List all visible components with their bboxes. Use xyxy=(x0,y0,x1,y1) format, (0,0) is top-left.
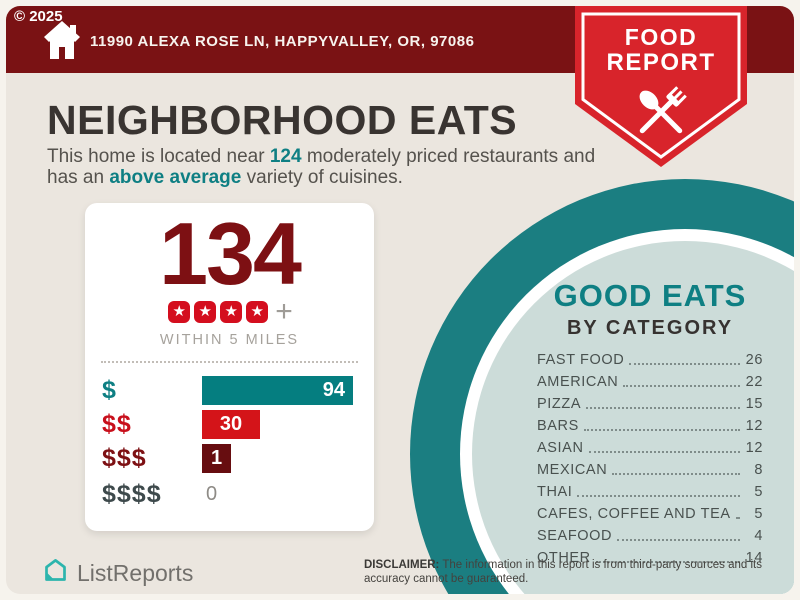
price-value: 30 xyxy=(219,413,243,435)
page-title: NEIGHBORHOOD EATS xyxy=(47,97,518,143)
price-row-4: $$$$ 0 xyxy=(102,480,374,509)
infographic-canvas: © 2025 11990 ALEXA ROSE LN, HAPPYVALLEY,… xyxy=(6,6,794,594)
intro-paragraph: This home is located near 124 moderately… xyxy=(47,146,603,188)
category-label: AMERICAN xyxy=(537,374,619,390)
category-row: SEAFOOD 4 xyxy=(537,528,763,544)
star-icon: ★ xyxy=(194,301,217,323)
good-eats-subtitle: BY CATEGORY xyxy=(566,317,734,339)
dot-leader xyxy=(629,363,740,365)
star-tiles: ★ ★ ★ ★ xyxy=(166,301,270,323)
brand-name: ListReports xyxy=(77,559,194,586)
price-row-1: $ 94 xyxy=(102,376,374,405)
price-label: $ xyxy=(102,376,117,404)
star-icon: ★ xyxy=(246,301,269,323)
category-label: OTHER xyxy=(537,550,591,566)
category-label: SEAFOOD xyxy=(537,528,613,544)
category-row: THAI 5 xyxy=(537,484,763,500)
category-row: BARS 12 xyxy=(537,418,763,434)
dot-leader xyxy=(735,517,740,519)
star-icon: ★ xyxy=(220,301,243,323)
dot-leader xyxy=(586,407,740,409)
intro-mid: moderately priced restaurants and has an xyxy=(47,146,596,188)
listreports-brand: ListReports xyxy=(42,557,193,589)
category-label: THAI xyxy=(537,484,573,500)
category-value: 26 xyxy=(745,352,763,368)
dot-leader xyxy=(583,429,740,431)
dot-leader xyxy=(612,473,740,475)
intro-post: variety of cuisines. xyxy=(241,167,403,188)
dot-leader xyxy=(595,561,740,563)
intro-pre: This home is located near xyxy=(47,146,270,167)
category-label: PIZZA xyxy=(537,396,582,412)
category-label: CAFES, COFFEE AND TEA xyxy=(537,506,731,522)
intro-count: 124 xyxy=(269,146,302,167)
category-label: BARS xyxy=(537,418,579,434)
dotted-divider xyxy=(101,361,358,363)
badge-title-line1: FOOD xyxy=(624,24,698,50)
intro-highlight: above average xyxy=(109,167,242,188)
property-address: 11990 ALEXA ROSE LN, HAPPYVALLEY, OR, 97… xyxy=(90,33,475,50)
price-value: 0 xyxy=(206,483,218,505)
price-row-2: $$ 30 xyxy=(102,410,374,439)
dot-leader xyxy=(577,495,740,497)
home-icon xyxy=(42,19,82,66)
price-bar-chart: $ 94 $$ 30 $$$ 1 $$$$ 0 xyxy=(85,376,374,509)
listreports-logo-icon xyxy=(42,557,69,589)
price-bar: 1 xyxy=(202,444,231,473)
category-row: OTHER 14 xyxy=(537,550,763,566)
category-value: 12 xyxy=(745,418,763,434)
good-eats-title: GOOD EATS xyxy=(553,278,747,313)
badge-title: FOOD REPORT xyxy=(575,24,747,76)
star-rating: ★ ★ ★ ★ + xyxy=(85,295,374,328)
category-row: PIZZA 15 xyxy=(537,396,763,412)
category-row: AMERICAN 22 xyxy=(537,374,763,390)
copyright-text: © 2025 xyxy=(14,8,63,25)
price-label: $$$ xyxy=(102,444,147,472)
price-label: $$$$ xyxy=(102,480,162,508)
category-value: 5 xyxy=(754,484,763,500)
category-row: ASIAN 12 xyxy=(537,440,763,456)
food-report-badge: FOOD REPORT xyxy=(575,6,747,172)
category-label: FAST FOOD xyxy=(537,352,625,368)
category-value: 15 xyxy=(745,396,763,412)
disclaimer-label: DISCLAIMER: xyxy=(364,559,440,571)
plus-suffix: + xyxy=(275,295,293,328)
badge-title-line2: REPORT xyxy=(606,49,716,76)
category-list: FAST FOOD 26 AMERICAN 22 PIZZA 15 BARS 12 AS… xyxy=(537,352,763,566)
category-value: 8 xyxy=(754,462,763,478)
category-label: ASIAN xyxy=(537,440,584,456)
good-eats-panel: GOOD EATS BY CATEGORY FAST FOOD 26 AMERIC… xyxy=(537,278,763,573)
price-bar: 0 xyxy=(202,480,217,509)
disclaimer-text: The information in this report is from t… xyxy=(364,559,762,585)
price-bar: 30 xyxy=(202,410,260,439)
star-icon: ★ xyxy=(168,301,191,323)
dot-leader xyxy=(588,451,740,453)
category-value: 4 xyxy=(754,528,763,544)
restaurant-summary-card: 134 ★ ★ ★ ★ + WITHIN 5 MILES $ 94 $$ 30 $$$ xyxy=(85,203,374,531)
price-value: 94 xyxy=(322,379,345,401)
category-value: 12 xyxy=(745,440,763,456)
category-value: 14 xyxy=(745,550,763,566)
dot-leader xyxy=(617,539,740,541)
category-row: FAST FOOD 26 xyxy=(537,352,763,368)
radius-label: WITHIN 5 MILES xyxy=(159,332,300,348)
price-bar: 94 xyxy=(202,376,353,405)
price-label: $$ xyxy=(102,410,132,438)
category-value: 22 xyxy=(745,374,763,390)
category-row: CAFES, COFFEE AND TEA 5 xyxy=(537,506,763,522)
spoon-fork-icon xyxy=(631,82,691,149)
category-value: 5 xyxy=(754,506,763,522)
disclaimer: DISCLAIMER: The information in this repo… xyxy=(364,558,778,586)
price-value: 1 xyxy=(210,447,223,469)
restaurant-count: 134 xyxy=(159,204,302,303)
dot-leader xyxy=(623,385,740,387)
category-label: MEXICAN xyxy=(537,462,608,478)
price-row-3: $$$ 1 xyxy=(102,444,374,473)
category-row: MEXICAN 8 xyxy=(537,462,763,478)
